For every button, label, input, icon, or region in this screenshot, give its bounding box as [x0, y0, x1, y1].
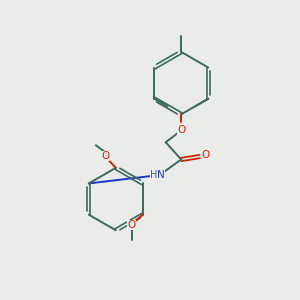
Text: O: O [101, 151, 110, 161]
Text: O: O [202, 150, 210, 161]
Text: N: N [158, 170, 165, 180]
Text: O: O [128, 220, 136, 230]
Text: H: H [150, 170, 157, 180]
Text: O: O [177, 125, 185, 135]
